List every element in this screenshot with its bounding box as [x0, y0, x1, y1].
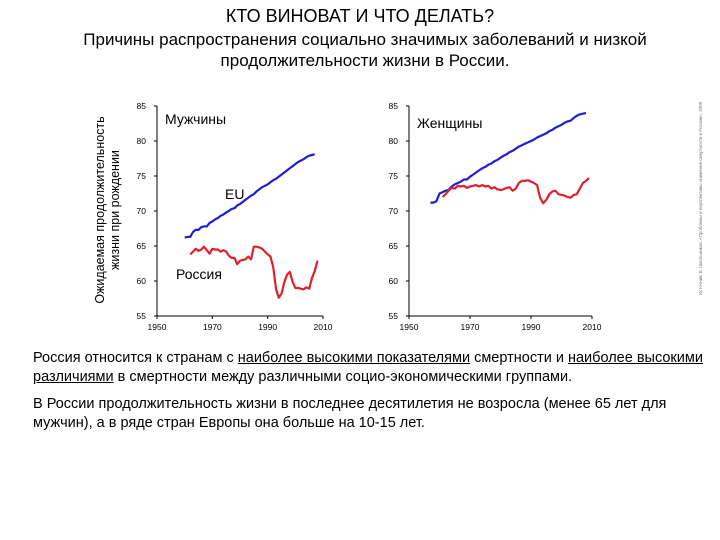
series-line-russia — [441, 177, 590, 205]
x-tick-label: 1950 — [148, 322, 167, 332]
y-tick-label: 85 — [137, 101, 147, 111]
y-tick-label: 55 — [389, 311, 399, 321]
y-tick-label: 70 — [137, 206, 147, 216]
x-tick-label: 1970 — [203, 322, 222, 332]
p1-underlined-1: наиболее высокими показателями — [237, 350, 471, 366]
chart-men: 55 60 65 70 75 80 85 1950 1970 1990 2010 Мужчины EU Р… — [137, 101, 333, 332]
paragraph-2: В России продолжительность жизни в после… — [33, 396, 667, 431]
series-label-russia: Россия — [176, 266, 222, 282]
y-tick-label: 60 — [389, 276, 399, 286]
slide-subtitle: Причины распространения социально значим… — [83, 30, 647, 70]
y-tick-label: 75 — [389, 171, 399, 181]
y-tick-label: 80 — [137, 136, 147, 146]
p1-text-1: Россия относится к странам с — [33, 350, 238, 366]
y-tick-label: 80 — [389, 136, 399, 146]
y-tick-label: 55 — [137, 311, 147, 321]
p1-text-2: смертности и — [470, 350, 568, 366]
p1-underlined-2: наиболее высокими различиями — [33, 350, 703, 385]
series-line-eu — [184, 153, 315, 239]
x-tick-label: 2010 — [314, 322, 333, 332]
x-tick-label: 1990 — [522, 322, 541, 332]
series-line-eu — [430, 111, 587, 204]
chart-title: Женщины — [417, 115, 482, 131]
series-line-russia — [189, 245, 319, 299]
y-tick-label: 75 — [137, 171, 147, 181]
p1-text-3: в смертности между различными социо-экон… — [113, 369, 573, 385]
y-tick-label: 70 — [389, 206, 399, 216]
charts-area: 55 60 65 70 75 80 85 1950 1970 1990 2010 Мужчины EU Р… — [137, 101, 602, 332]
x-tick-label: 1990 — [258, 322, 277, 332]
y-tick-label: 65 — [389, 241, 399, 251]
x-tick-label: 1970 — [461, 322, 480, 332]
y-tick-label: 60 — [137, 276, 147, 286]
x-tick-label: 1950 — [400, 322, 419, 332]
y-tick-label: 85 — [389, 101, 399, 111]
chart-title: Мужчины — [165, 111, 226, 127]
series-label-eu: EU — [225, 186, 244, 202]
x-tick-label: 2010 — [583, 322, 602, 332]
y-tick-label: 65 — [137, 241, 147, 251]
paragraph-1: Россия относится к странам с наиболее вы… — [33, 349, 713, 387]
slide-title: КТО ВИНОВАТ И ЧТО ДЕЛАТЬ? — [225, 6, 495, 26]
body-text: Россия относится к странам с наиболее вы… — [33, 349, 713, 433]
chart-women: 55 60 65 70 75 80 85 1950 1970 1990 2010 Женщины — [389, 101, 602, 332]
